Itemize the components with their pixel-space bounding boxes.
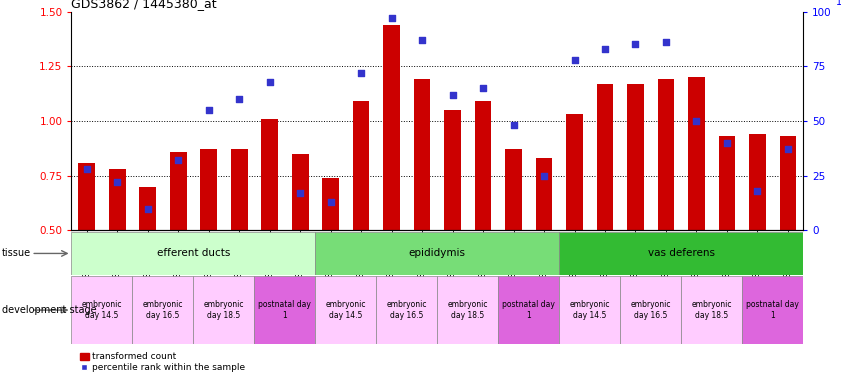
Bar [254, 276, 315, 344]
Point [690, 118, 703, 124]
Point [110, 179, 124, 185]
Bar [620, 276, 681, 344]
Point [568, 56, 581, 63]
Bar [376, 276, 437, 344]
Text: development stage: development stage [2, 305, 97, 315]
Bar [170, 152, 187, 230]
Point [476, 85, 489, 91]
Point [415, 37, 429, 43]
Legend: transformed count, percentile rank within the sample: transformed count, percentile rank withi… [76, 349, 249, 376]
Bar [200, 149, 217, 230]
Bar [322, 178, 339, 230]
Bar [688, 77, 705, 230]
Point [598, 46, 611, 52]
Point [354, 70, 368, 76]
Text: tissue: tissue [2, 248, 31, 258]
Bar [718, 136, 735, 230]
Text: postnatal day
1: postnatal day 1 [502, 300, 555, 320]
Point [141, 205, 155, 212]
Point [324, 199, 337, 205]
Bar [444, 110, 461, 230]
Text: epididymis: epididymis [409, 248, 466, 258]
Bar [596, 84, 613, 230]
Bar [140, 187, 156, 230]
Point [294, 190, 307, 196]
Bar [383, 25, 400, 230]
Text: vas deferens: vas deferens [648, 248, 715, 258]
Text: embryonic
day 14.5: embryonic day 14.5 [82, 300, 122, 320]
Point [507, 122, 521, 128]
Text: embryonic
day 18.5: embryonic day 18.5 [447, 300, 488, 320]
Bar [193, 276, 254, 344]
Bar [742, 276, 803, 344]
Bar [132, 276, 193, 344]
Bar [559, 232, 803, 275]
Text: embryonic
day 14.5: embryonic day 14.5 [569, 300, 610, 320]
Point [232, 96, 246, 102]
Point [172, 157, 185, 164]
Text: embryonic
day 16.5: embryonic day 16.5 [143, 300, 183, 320]
Bar [627, 84, 644, 230]
Point [720, 140, 733, 146]
Text: embryonic
day 18.5: embryonic day 18.5 [691, 300, 732, 320]
Bar [414, 79, 431, 230]
Point [537, 173, 551, 179]
Bar [352, 101, 369, 230]
Bar [230, 149, 247, 230]
Bar [292, 154, 309, 230]
Point [263, 78, 277, 84]
Bar [315, 276, 376, 344]
Text: embryonic
day 16.5: embryonic day 16.5 [387, 300, 427, 320]
Bar [71, 232, 315, 275]
Text: postnatal day
1: postnatal day 1 [746, 300, 799, 320]
Text: 100%: 100% [836, 0, 841, 7]
Bar [658, 79, 674, 230]
Text: postnatal day
1: postnatal day 1 [258, 300, 311, 320]
Text: embryonic
day 14.5: embryonic day 14.5 [325, 300, 366, 320]
Text: embryonic
day 18.5: embryonic day 18.5 [204, 300, 244, 320]
Bar [498, 276, 559, 344]
Bar [108, 169, 125, 230]
Bar [559, 276, 620, 344]
Bar [262, 119, 278, 230]
Point [385, 15, 399, 21]
Bar [71, 276, 132, 344]
Point [202, 107, 215, 113]
Bar [315, 232, 559, 275]
Point [446, 92, 459, 98]
Bar [681, 276, 742, 344]
Bar [78, 162, 95, 230]
Point [80, 166, 93, 172]
Bar [437, 276, 498, 344]
Text: efferent ducts: efferent ducts [156, 248, 230, 258]
Point [629, 41, 643, 47]
Bar [566, 114, 583, 230]
Text: embryonic
day 16.5: embryonic day 16.5 [631, 300, 671, 320]
Bar [474, 101, 491, 230]
Text: GDS3862 / 1445380_at: GDS3862 / 1445380_at [71, 0, 217, 10]
Bar [749, 134, 766, 230]
Bar [505, 149, 522, 230]
Bar [536, 158, 553, 230]
Bar [780, 136, 796, 230]
Point [659, 39, 673, 45]
Point [781, 146, 795, 152]
Point [751, 188, 764, 194]
